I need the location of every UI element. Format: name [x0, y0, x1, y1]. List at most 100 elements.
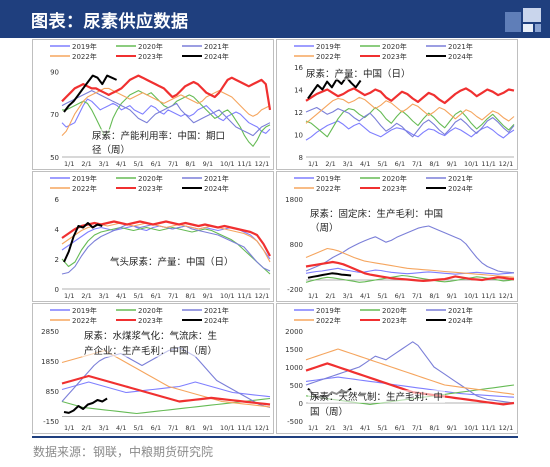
x-tick-label: 2/1 — [81, 292, 91, 300]
series-line-2024年 — [307, 272, 352, 279]
x-tick-label: 8/1 — [429, 424, 439, 432]
x-tick-label: 7/1 — [168, 424, 178, 432]
legend-label: 2023年 — [138, 52, 163, 61]
x-tick-label: 8/1 — [429, 160, 439, 168]
legend-label: 2023年 — [382, 52, 407, 61]
x-tick-label: 1/1 — [64, 292, 74, 300]
x-tick-label: 3/1 — [343, 292, 353, 300]
chart-title: 尿素：固定床：生产毛利：中国 — [310, 208, 443, 220]
x-tick-label: 6/1 — [395, 292, 405, 300]
title-backdrop — [308, 405, 350, 418]
title-backdrop — [82, 344, 219, 357]
legend-label: 2022年 — [316, 316, 341, 325]
chart-title: 尿素：产量：中国（日） — [306, 68, 411, 80]
page-header: 图表：尿素供应数据 — [0, 0, 550, 38]
x-tick-label: 10/1 — [464, 160, 479, 168]
series-line-2021年 — [305, 225, 515, 274]
y-tick-label: 1800 — [285, 196, 303, 204]
x-tick-label: 12/1 — [499, 292, 514, 300]
legend-label: 2023年 — [382, 316, 407, 325]
x-tick-label: 1/1 — [64, 424, 74, 432]
y-tick-label: 90 — [50, 68, 59, 76]
legend-label: 2024年 — [448, 316, 473, 325]
y-tick-label: 4 — [55, 226, 60, 234]
x-tick-label: 11/1 — [481, 160, 496, 168]
x-tick-label: 5/1 — [133, 424, 143, 432]
legend-label: 2019年 — [316, 42, 341, 51]
y-tick-label: 2000 — [285, 328, 303, 336]
x-tick-label: 2/1 — [81, 160, 91, 168]
y-tick-label: 8 — [299, 154, 303, 162]
x-tick-label: 1/1 — [308, 292, 318, 300]
y-tick-label: 70 — [50, 111, 59, 119]
x-tick-label: 7/1 — [412, 160, 422, 168]
x-tick-label: 1/1 — [308, 424, 318, 432]
series-line-2023年 — [305, 260, 515, 282]
y-tick-label: -500 — [287, 418, 303, 426]
legend-label: 2019年 — [316, 174, 341, 183]
x-tick-label: 12/1 — [255, 292, 270, 300]
chart-urea-production: 2019年 2020年 2021年 2022年 2023年 2024年 8 10 12 14 16 1… — [276, 39, 518, 170]
x-tick-label: 5/1 — [377, 160, 387, 168]
chart-title: 径（周） — [92, 144, 130, 156]
chart-frame — [32, 39, 274, 170]
x-tick-label: 3/1 — [343, 424, 353, 432]
title-backdrop — [304, 67, 413, 80]
x-tick-label: 2/1 — [325, 292, 335, 300]
y-tick-label: 14 — [294, 87, 303, 95]
series-line-2023年 — [61, 374, 271, 406]
series-line-2022年 — [305, 348, 515, 395]
page-title: 图表：尿素供应数据 — [31, 12, 189, 32]
legend-label: 2024年 — [448, 52, 473, 61]
chart-title: 尿素：水煤浆气化：气流床：生 — [84, 330, 218, 342]
x-tick-label: 6/1 — [395, 424, 405, 432]
y-tick-label: 1850 — [41, 358, 59, 366]
x-tick-label: 4/1 — [360, 292, 370, 300]
y-tick-label: 1500 — [285, 346, 303, 354]
y-tick-label: 10 — [294, 132, 303, 140]
series-line-2024年 — [63, 222, 103, 263]
chart-capacity-utilization: 2019年 2020年 2021年 2022年 2023年 2024年 50 70 90 1/1 2… — [32, 39, 274, 170]
x-tick-label: 5/1 — [377, 424, 387, 432]
x-tick-label: 11/1 — [481, 424, 496, 432]
legend-label: 2021年 — [448, 174, 473, 183]
series-line-2023年 — [61, 220, 271, 257]
series-line-2020年 — [305, 106, 515, 138]
legend-label: 2022年 — [72, 316, 97, 325]
x-tick-label: 8/1 — [185, 292, 195, 300]
x-tick-label: 2/1 — [325, 160, 335, 168]
x-tick-label: 9/1 — [203, 424, 213, 432]
company-logo-icon — [505, 8, 541, 32]
series-line-2024年 — [63, 397, 108, 414]
x-tick-label: 7/1 — [412, 292, 422, 300]
y-tick-label: -150 — [43, 418, 59, 426]
x-tick-label: 6/1 — [151, 292, 161, 300]
x-tick-label: 2/1 — [81, 424, 91, 432]
legend-label: 2020年 — [382, 42, 407, 51]
y-tick-label: 500 — [290, 382, 303, 390]
series-line-2019年 — [305, 267, 515, 275]
legend-label: 2024年 — [204, 52, 229, 61]
x-tick-label: 4/1 — [116, 292, 126, 300]
x-tick-label: 11/1 — [481, 292, 496, 300]
x-tick-label: 9/1 — [447, 424, 457, 432]
legend-label: 2019年 — [316, 306, 341, 315]
legend-label: 2021年 — [448, 42, 473, 51]
x-tick-label: 10/1 — [464, 424, 479, 432]
x-tick-label: 1/1 — [308, 160, 318, 168]
legend-label: 2020年 — [382, 306, 407, 315]
x-tick-label: 2/1 — [325, 424, 335, 432]
y-tick-label: 0 — [55, 286, 59, 294]
x-tick-label: 10/1 — [220, 160, 235, 168]
x-tick-label: 9/1 — [447, 160, 457, 168]
series-line-2022年 — [61, 87, 271, 136]
series-line-2019年 — [61, 98, 271, 134]
legend-label: 2023年 — [138, 316, 163, 325]
chart-fixed-bed-margin: 2019年 2020年 2021年 2022年 2023年 2024年 -200 800 180… — [276, 171, 518, 302]
series-line-2023年 — [61, 74, 272, 111]
x-tick-label: 3/1 — [99, 292, 109, 300]
x-tick-label: 8/1 — [185, 160, 195, 168]
series-line-2019年 — [305, 376, 515, 398]
legend-label: 2024年 — [448, 184, 473, 193]
series-line-2020年 — [62, 90, 271, 147]
